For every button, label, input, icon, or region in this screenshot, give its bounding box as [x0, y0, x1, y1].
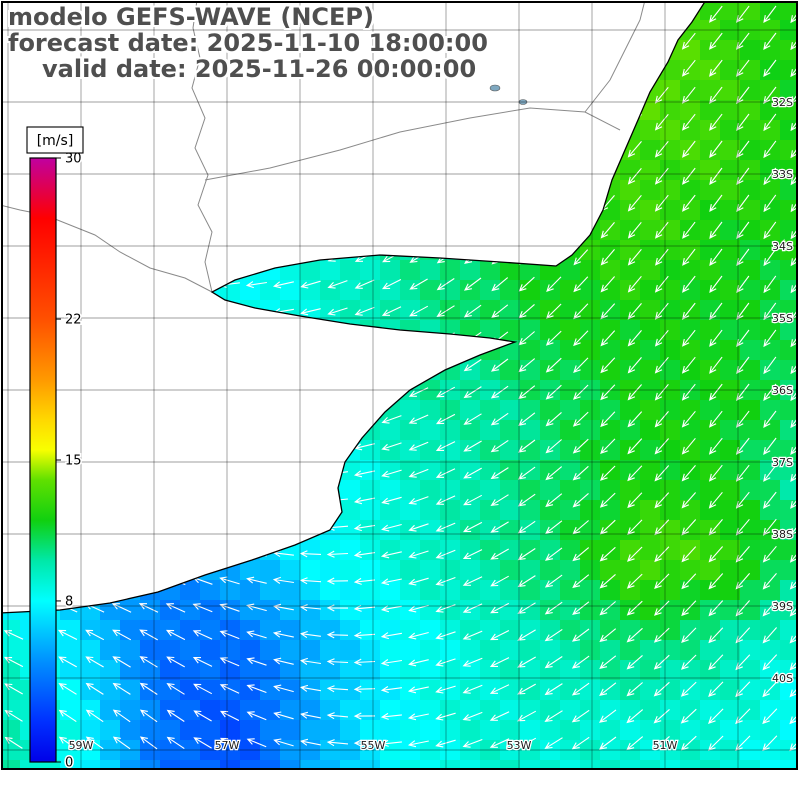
river-border-line — [584, 2, 646, 113]
lagoon — [489, 84, 501, 92]
river-border-line — [191, 2, 213, 293]
lat-label: 35S — [772, 312, 793, 325]
lat-label: 40S — [772, 672, 793, 685]
lat-label: 33S — [772, 168, 793, 181]
lon-label: 55W — [361, 739, 386, 752]
lat-label: 34S — [772, 240, 793, 253]
lon-label: 53W — [507, 739, 532, 752]
colorbar-tick-label: 15 — [65, 454, 82, 469]
geo-labels: 32S 33S 34S 35S 36S 37S 38S 39S 40S 59W 57W 55W 53W 5… — [67, 95, 794, 754]
lat-label: 36S — [772, 384, 793, 397]
colorbar-gradient-bar — [29, 157, 57, 763]
forecast-date-line: forecast date: 2025-11-10 18:00:00 — [8, 29, 488, 57]
model-title: modelo GEFS-WAVE (NCEP) — [8, 3, 374, 31]
map-frame — [1, 1, 798, 770]
land-layer — [0, 0, 706, 614]
lon-label: 51W — [653, 739, 678, 752]
title-block: modelo GEFS-WAVE (NCEP) forecast date: 2… — [8, 4, 488, 82]
colorbar-unit-box — [26, 126, 84, 154]
river-border-line — [2, 204, 213, 293]
lon-label: 57W — [215, 739, 240, 752]
lat-label: 39S — [772, 600, 793, 613]
colorbar-tick-label: 22 — [65, 313, 82, 328]
coastline — [2, 2, 706, 614]
lat-label: 37S — [772, 456, 793, 469]
colorbar-unit-label: [m/s] — [37, 133, 74, 149]
lat-label: 38S — [772, 528, 793, 541]
colorbar-tick-label: 8 — [65, 594, 73, 609]
graticule-grid — [2, 2, 797, 769]
river-border-line — [204, 107, 621, 181]
valid-date-line: valid date: 2025-11-26 00:00:00 — [42, 55, 477, 83]
colorbar: 30 22 15 8 0 [m/s] — [26, 126, 84, 772]
land-polygon — [0, 0, 706, 613]
colorbar-tick-label: 30 — [65, 152, 82, 167]
colorbar-tick-label: 0 — [65, 756, 73, 771]
lon-label: 59W — [69, 739, 94, 752]
lat-label: 32S — [772, 96, 793, 109]
